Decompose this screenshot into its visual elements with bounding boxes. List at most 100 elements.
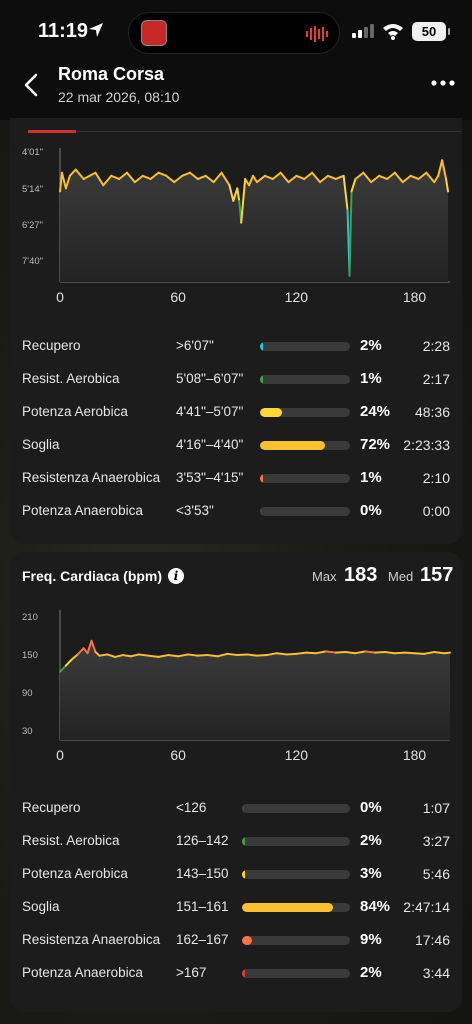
zone-percent: 1% xyxy=(360,469,382,486)
back-arrow-icon[interactable] xyxy=(20,72,44,98)
series-line-segment xyxy=(417,171,428,180)
series-line-segment xyxy=(206,654,219,658)
zone-percent: 72% xyxy=(360,436,391,453)
max-value: 183 xyxy=(344,564,378,586)
zone-progress-fill xyxy=(242,903,333,912)
series-line-segment xyxy=(173,174,184,184)
x-tick-label: 60 xyxy=(170,289,186,305)
series-line-segment xyxy=(319,174,329,184)
zone-name: Resistenza Anaerobica xyxy=(22,932,161,947)
series-line-segment xyxy=(236,653,249,657)
heart-rate-chart[interactable]: 210 150 90 30 0 60 120 180 xyxy=(10,606,462,772)
series-line-segment xyxy=(265,652,278,657)
series-line-segment xyxy=(236,187,241,202)
y-tick-label: 5'14" xyxy=(22,184,43,195)
series-line-segment xyxy=(157,654,170,658)
series-line-segment xyxy=(59,664,67,673)
series-line-segment xyxy=(370,174,381,184)
series-line-segment xyxy=(354,171,365,180)
series-line-segment xyxy=(147,654,160,658)
status-bar: 11:19 50 xyxy=(0,0,472,60)
series-line-segment xyxy=(275,652,288,656)
x-tick-label: 0 xyxy=(56,289,64,305)
zone-name: Soglia xyxy=(22,437,60,452)
series-line-segment xyxy=(271,171,282,180)
zone-range: 3'53"–4'15" xyxy=(176,470,244,485)
more-options-icon[interactable] xyxy=(428,74,458,92)
zone-progress-bar xyxy=(242,936,350,945)
zone-row: Resistenza Anaerobica 162–167 9% 17:46 xyxy=(10,930,462,950)
series-line-segment xyxy=(443,651,451,655)
series-line-segment xyxy=(59,171,63,193)
zone-progress-bar xyxy=(242,837,350,846)
series-line-segment xyxy=(114,654,125,658)
series-line-segment xyxy=(311,171,321,184)
series-line-segment xyxy=(409,174,420,180)
series-line-segment xyxy=(433,650,446,655)
series-line-segment xyxy=(240,177,247,224)
zone-progress-fill xyxy=(242,870,246,879)
series-line-segment xyxy=(252,174,258,184)
zone-progress-bar xyxy=(242,804,350,813)
series-line-segment xyxy=(122,654,132,658)
series-line-segment xyxy=(285,652,298,656)
zone-progress-fill xyxy=(260,441,325,450)
series-line-segment xyxy=(315,650,327,655)
series-line-segment xyxy=(295,651,308,655)
zone-row: Recupero >6'07" 2% 2:28 xyxy=(10,336,462,356)
series-line-segment xyxy=(425,171,436,184)
zone-percent: 84% xyxy=(360,898,391,915)
zone-progress-fill xyxy=(242,837,245,846)
zone-percent: 2% xyxy=(360,832,382,849)
series-line-segment xyxy=(196,174,207,180)
zone-progress-fill xyxy=(260,408,282,417)
series-line-segment xyxy=(423,650,436,655)
zone-time: 2:10 xyxy=(422,470,450,486)
zone-name: Resistenza Anaerobica xyxy=(22,470,161,485)
zone-progress-fill xyxy=(260,474,263,483)
zone-time: 48:36 xyxy=(414,404,450,420)
series-line-segment xyxy=(76,647,85,656)
zone-progress-fill xyxy=(242,969,245,978)
series-line-segment xyxy=(324,650,337,654)
zone-time: 1:07 xyxy=(422,800,450,816)
series-line-segment xyxy=(64,658,73,667)
series-line-segment xyxy=(244,177,251,187)
zone-progress-bar xyxy=(242,903,350,912)
info-icon[interactable]: i xyxy=(168,568,184,584)
series-line-segment xyxy=(226,652,239,657)
zone-time: 0:00 xyxy=(422,503,450,519)
zone-range: <3'53" xyxy=(176,503,214,518)
wifi-icon xyxy=(383,24,403,40)
series-line-segment xyxy=(344,650,357,655)
series-line-segment xyxy=(74,168,85,180)
zone-row: Recupero <126 0% 1:07 xyxy=(10,798,462,818)
dynamic-island[interactable] xyxy=(128,12,340,54)
zone-percent: 9% xyxy=(360,931,382,948)
zone-name: Soglia xyxy=(22,899,60,914)
zone-time: 17:46 xyxy=(414,932,450,948)
series-line-segment xyxy=(350,177,357,193)
series-line-segment xyxy=(137,653,150,657)
zone-row: Resist. Aerobica 5'08"–6'07" 1% 2:17 xyxy=(10,369,462,389)
pace-chart[interactable]: 4'01" 5'14" 6'27" 7'40" 0 60 120 180 xyxy=(10,142,462,308)
series-line-segment xyxy=(334,650,347,654)
series-line-segment xyxy=(255,174,266,184)
app-icon xyxy=(141,20,167,46)
zone-range: 5'08"–6'07" xyxy=(176,371,244,386)
series-line-segment xyxy=(177,653,190,658)
zone-row: Soglia 151–161 84% 2:47:14 xyxy=(10,897,462,917)
series-line-segment xyxy=(441,159,448,180)
heart-rate-card: Freq. Cardiaca (bpm) i Max 183 Med 157 2… xyxy=(10,552,462,1012)
zone-name: Potenza Anaerobica xyxy=(22,503,143,518)
heart-rate-title: Freq. Cardiaca (bpm) xyxy=(22,568,163,584)
area-fill xyxy=(60,640,450,740)
zone-time: 3:44 xyxy=(422,965,450,981)
avg-value: 157 xyxy=(420,564,454,586)
zone-progress-fill xyxy=(260,507,262,516)
series-line-segment xyxy=(255,654,268,657)
zone-percent: 2% xyxy=(360,337,382,354)
series-line-segment xyxy=(303,171,314,180)
zone-time: 2:28 xyxy=(422,338,450,354)
zone-percent: 3% xyxy=(360,865,382,882)
